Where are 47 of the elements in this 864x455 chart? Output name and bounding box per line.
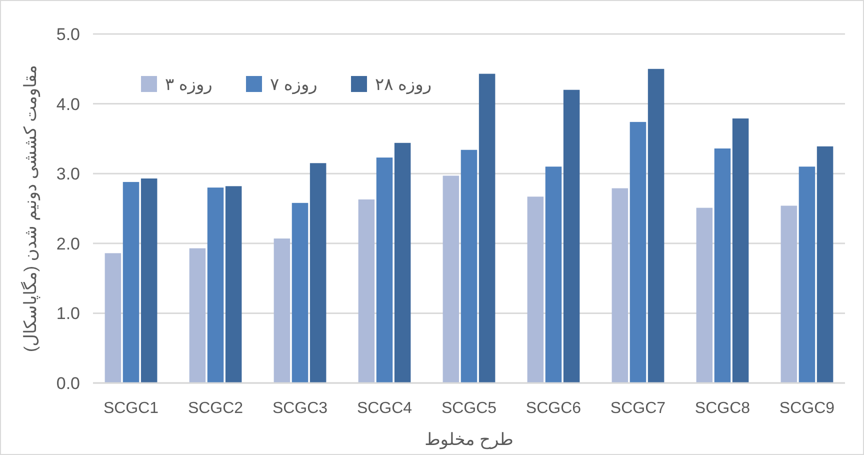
legend-label: ۷ روزه [270, 74, 318, 95]
y-tick-label: 4.0 [56, 94, 80, 114]
x-axis-title: طرح مخلوط [424, 430, 514, 450]
bar [527, 196, 544, 383]
bar [207, 188, 224, 383]
x-tick-label: SCGC9 [779, 400, 835, 417]
x-tick-label: SCGC6 [526, 400, 582, 417]
y-tick-label: 0.0 [56, 374, 80, 393]
x-tick-label: SCGC4 [356, 400, 412, 417]
x-tick-label: SCGC3 [272, 400, 328, 417]
bar [630, 122, 646, 383]
y-tick-label: 1.0 [56, 304, 80, 324]
x-tick-label: SCGC5 [441, 400, 497, 417]
y-axis-title: مقاومت کششی دونیم شدن (مگاپاسکال) [20, 64, 41, 352]
bar [816, 146, 834, 383]
bar [310, 163, 326, 383]
bar [612, 188, 628, 383]
y-tick-label: 2.0 [56, 234, 80, 254]
y-tick-label: 3.0 [56, 164, 80, 184]
legend-label: ۳ روزه [165, 74, 212, 95]
y-tick-label: 5.0 [56, 24, 80, 44]
bar [714, 148, 731, 383]
bar [478, 74, 496, 383]
bar [696, 208, 713, 383]
bar [732, 118, 749, 383]
bar [140, 178, 158, 383]
x-tick-label: SCGC7 [610, 400, 666, 417]
bar [104, 253, 122, 383]
bar [274, 238, 290, 383]
bar [442, 176, 460, 383]
x-tick-label: SCGC2 [188, 400, 244, 417]
bar [563, 90, 580, 383]
x-tick-label: SCGC8 [694, 400, 750, 417]
bar [225, 186, 242, 383]
bar [358, 199, 375, 383]
bar [189, 248, 206, 383]
x-tick-label: SCGC1 [103, 400, 159, 417]
bar [798, 166, 816, 383]
bar [545, 166, 562, 383]
bar [460, 150, 478, 383]
legend-label: ۲۸ روزه [375, 74, 432, 95]
bar [122, 182, 140, 383]
bar [780, 206, 798, 383]
bar [292, 202, 308, 383]
bar [376, 158, 393, 383]
bar [648, 68, 664, 383]
bar [394, 142, 411, 383]
